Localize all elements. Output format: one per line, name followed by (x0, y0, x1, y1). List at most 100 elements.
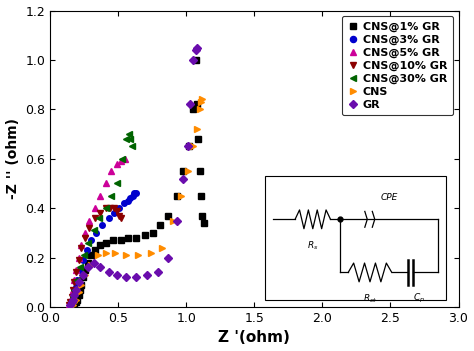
CNS@30% GR (96, 216, 102, 220)
CNS@5% GR (79, 243, 84, 247)
CNS@30% GR (69, 300, 74, 304)
CNS@30% GR (128, 137, 133, 141)
CNS@1% GR (125, 236, 130, 240)
CNS@1% GR (80, 275, 85, 279)
Line: CNS@3% GR: CNS@3% GR (68, 191, 138, 307)
CNS@10% GR (114, 208, 119, 213)
Line: CNS@1% GR: CNS@1% GR (72, 57, 207, 307)
CNS@1% GR (74, 298, 80, 302)
CNS@30% GR (119, 157, 125, 161)
GR (190, 58, 196, 62)
GR (187, 102, 193, 107)
CNS@10% GR (76, 258, 82, 262)
GR (194, 46, 200, 50)
Y-axis label: -Z '' (ohm): -Z '' (ohm) (6, 118, 19, 199)
CNS@30% GR (103, 206, 109, 210)
CNS@3% GR (93, 231, 99, 235)
CNS@5% GR (69, 295, 74, 299)
CNS@3% GR (74, 278, 80, 282)
CNS (123, 253, 129, 257)
CNS@30% GR (109, 194, 114, 198)
CNS@10% GR (107, 206, 113, 210)
Text: $R_{\mathit{ct}}$: $R_{\mathit{ct}}$ (363, 292, 377, 305)
GR (193, 48, 199, 52)
GR (165, 256, 171, 260)
CNS@1% GR (79, 283, 84, 287)
CNS@1% GR (77, 287, 83, 292)
CNS (70, 303, 76, 307)
CNS@5% GR (73, 268, 79, 272)
CNS (198, 100, 204, 104)
CNS@10% GR (66, 303, 72, 307)
GR (123, 275, 129, 279)
Text: $R_{\mathit{s}}$: $R_{\mathit{s}}$ (307, 239, 319, 252)
CNS (197, 107, 202, 112)
CNS (159, 246, 164, 250)
CNS@30% GR (123, 137, 129, 141)
CNS@5% GR (66, 303, 72, 307)
CNS (73, 298, 79, 302)
GR (98, 265, 103, 270)
CNS@5% GR (82, 231, 88, 235)
CNS@1% GR (193, 58, 199, 62)
CNS@1% GR (157, 223, 163, 227)
CNS (190, 144, 196, 148)
CNS (82, 273, 88, 277)
CNS@1% GR (82, 268, 88, 272)
CNS@1% GR (88, 253, 94, 257)
GR (133, 275, 138, 279)
CNS@10% GR (82, 236, 88, 240)
CNS@30% GR (72, 287, 77, 292)
CNS@5% GR (103, 181, 109, 186)
CNS@1% GR (72, 303, 77, 307)
CNS@5% GR (114, 161, 119, 166)
CNS@5% GR (98, 194, 103, 198)
CNS@10% GR (72, 280, 77, 284)
CNS@10% GR (103, 206, 109, 210)
CNS@1% GR (85, 260, 91, 265)
CNS@1% GR (92, 248, 98, 252)
CNS@10% GR (98, 211, 103, 215)
CNS@1% GR (98, 243, 103, 247)
CNS@3% GR (133, 191, 138, 196)
CNS@10% GR (70, 287, 76, 292)
CNS@3% GR (106, 216, 111, 220)
CNS@3% GR (128, 196, 133, 200)
Line: CNS@30% GR: CNS@30% GR (68, 131, 135, 307)
GR (185, 144, 191, 148)
CNS (72, 300, 77, 304)
CNS@1% GR (151, 231, 156, 235)
CNS@1% GR (200, 213, 205, 218)
CNS@10% GR (68, 300, 73, 304)
CNS@1% GR (118, 238, 124, 243)
CNS@3% GR (77, 268, 83, 272)
CNS@5% GR (87, 218, 92, 223)
CNS@1% GR (76, 293, 82, 297)
Bar (265, 176, 446, 300)
CNS (88, 263, 94, 267)
GR (72, 293, 77, 297)
CNS@3% GR (69, 300, 74, 304)
CNS@10% GR (111, 206, 117, 210)
CNS@3% GR (80, 258, 85, 262)
CNS@30% GR (85, 241, 91, 245)
CNS@5% GR (92, 206, 98, 210)
CNS@10% GR (92, 216, 98, 220)
GR (174, 218, 180, 223)
CNS (185, 169, 191, 173)
GR (68, 303, 73, 307)
CNS (112, 251, 118, 255)
CNS@30% GR (91, 229, 96, 233)
CNS@1% GR (165, 213, 171, 218)
CNS@3% GR (121, 201, 127, 205)
CNS@1% GR (194, 102, 200, 107)
GR (106, 270, 111, 274)
CNS@30% GR (129, 144, 135, 148)
CNS (103, 251, 109, 255)
CNS@1% GR (186, 144, 191, 148)
CNS@3% GR (99, 223, 105, 227)
CNS@3% GR (125, 199, 130, 203)
CNS@3% GR (132, 191, 137, 196)
CNS@10% GR (73, 270, 79, 274)
GR (155, 270, 160, 274)
